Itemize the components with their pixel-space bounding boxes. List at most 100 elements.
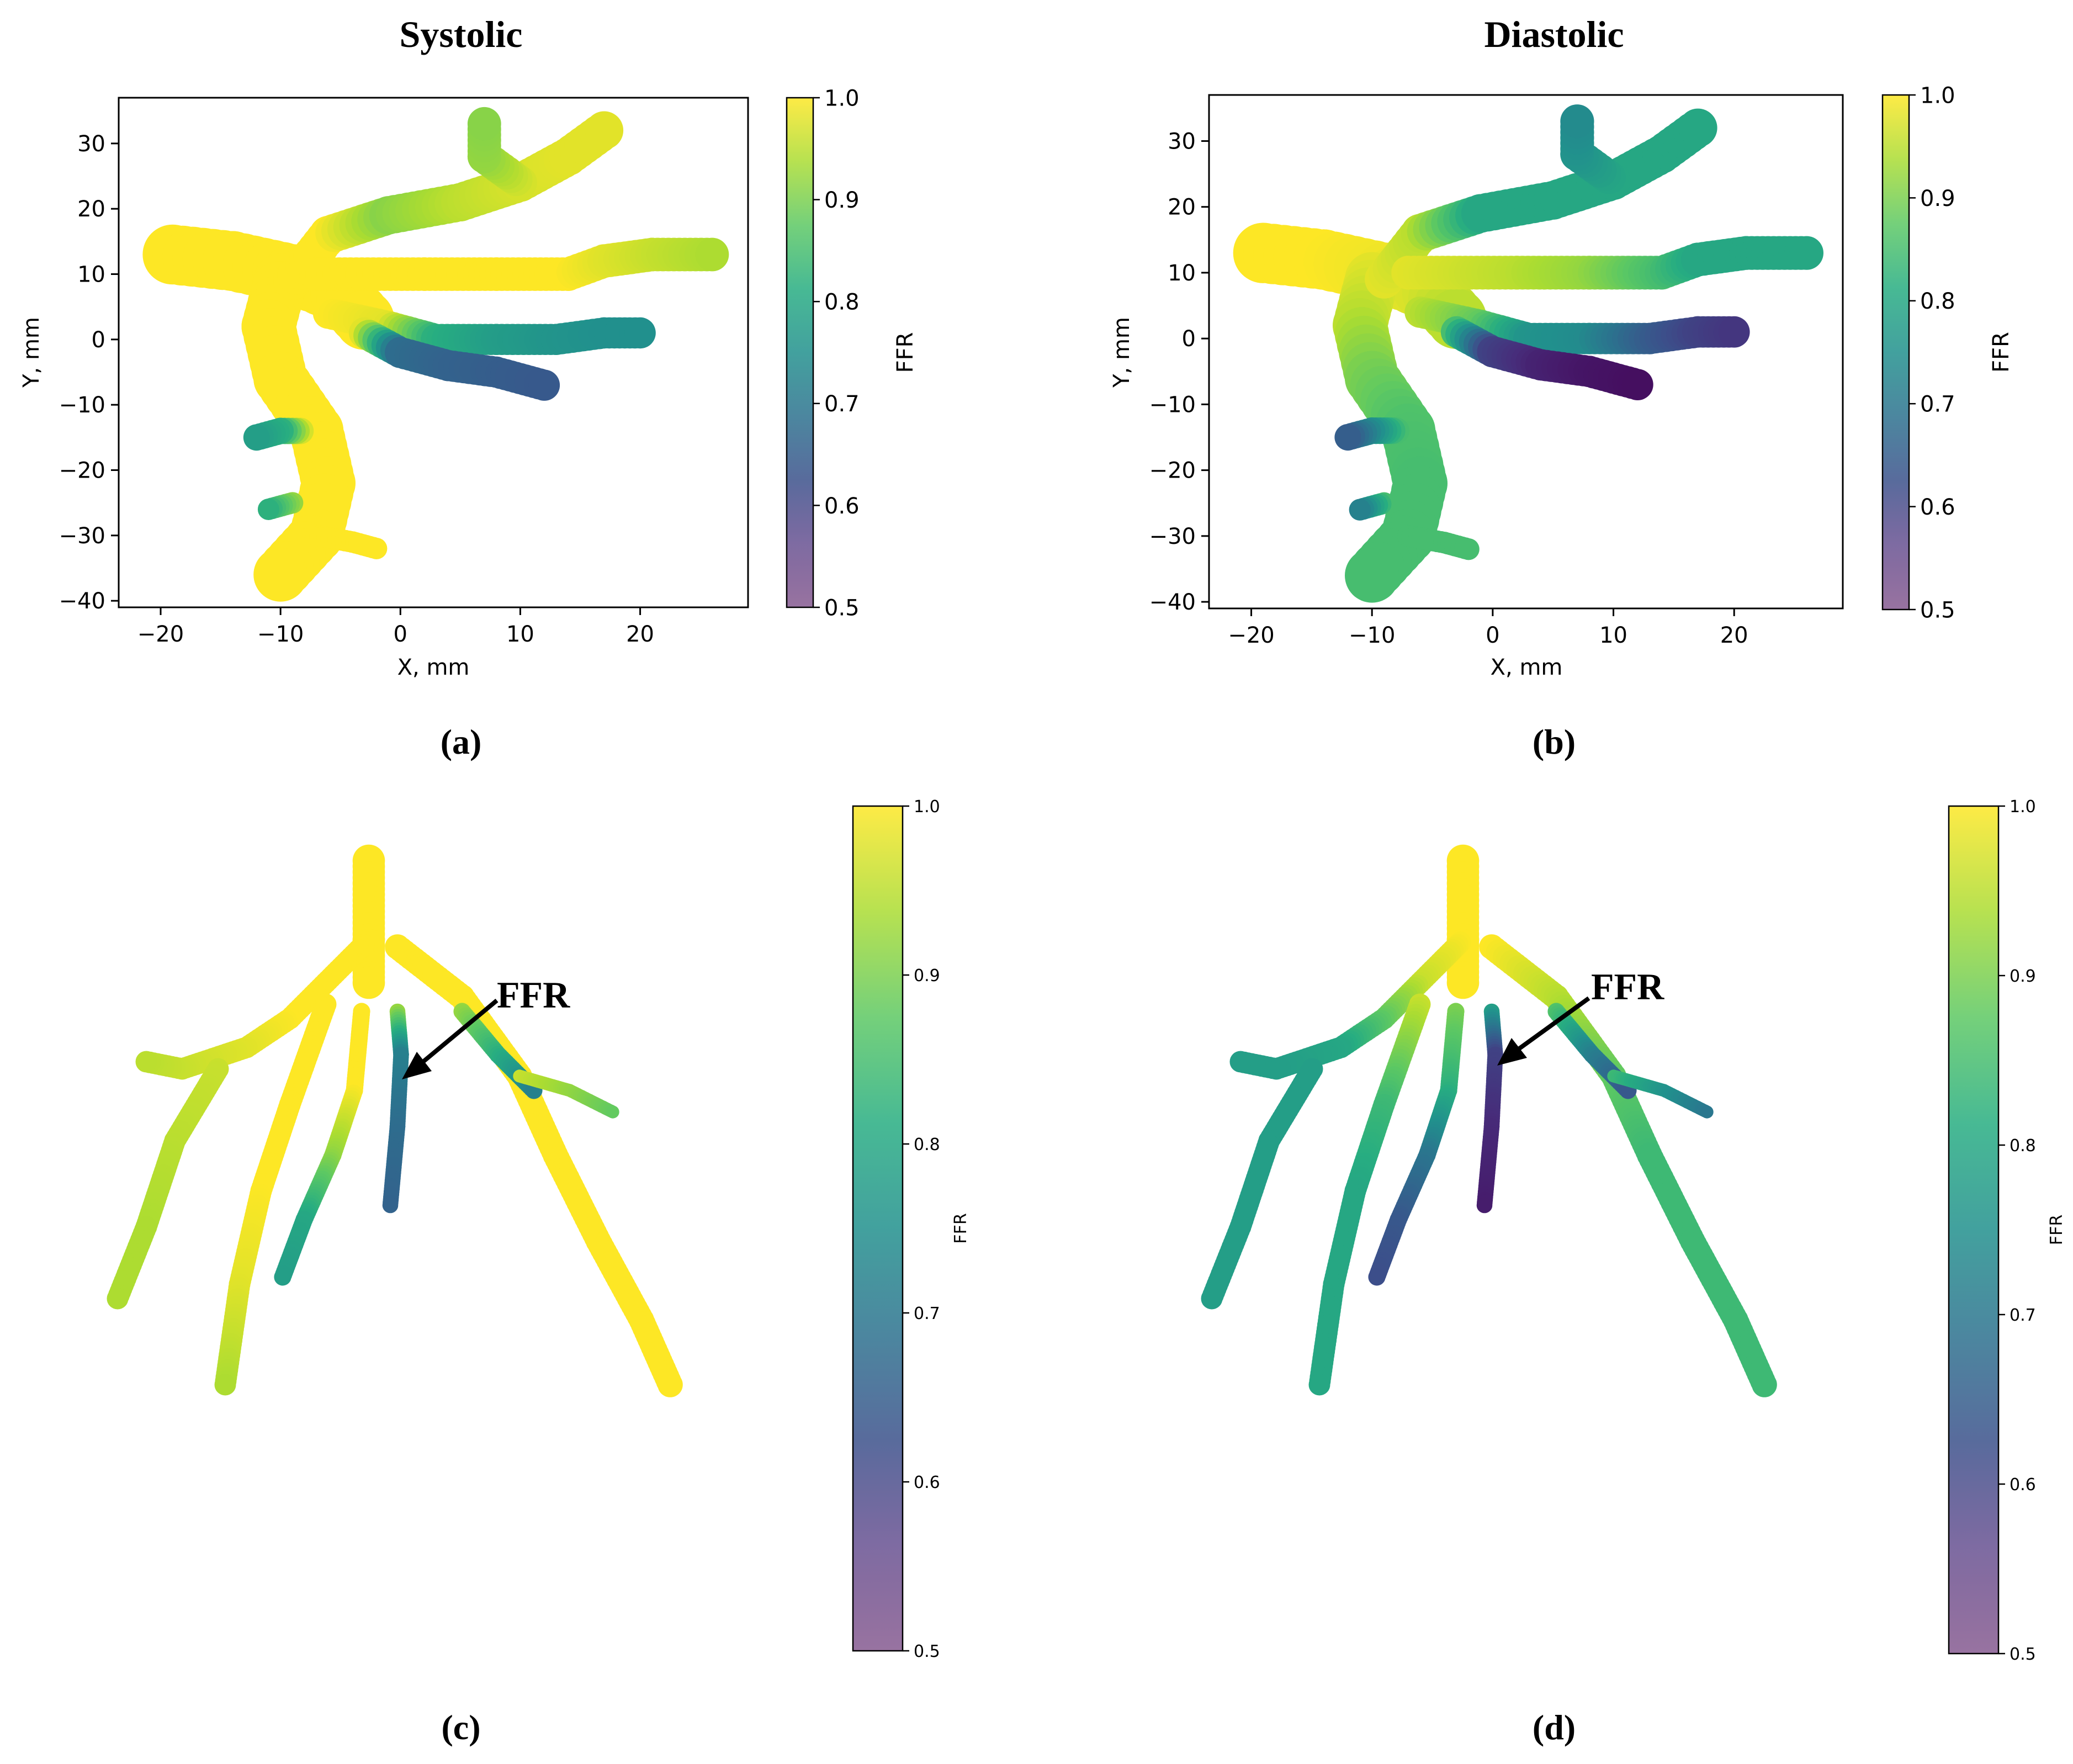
vessel-9-point (365, 538, 388, 559)
colorbar-tick-label: 0.6 (824, 494, 860, 519)
vessel-1-point (1229, 1051, 1252, 1073)
vessel-4-point (1789, 236, 1823, 270)
panel-b-scatter: −20 −10 0 10 20 30 20 10 0 −10 −20 −30 −40 X, mm Y, … (1109, 94, 1844, 680)
panel-b-ylabel: Y, mm (1109, 317, 1134, 388)
y-tick-label: −10 (1149, 392, 1196, 417)
y-tick-label: 30 (77, 131, 105, 157)
vessel-3-point (1560, 104, 1594, 139)
panel-c-annotation-label: FFR (497, 974, 570, 1016)
vessel-3-point (1308, 1374, 1330, 1396)
panel-d-scatter: FFR (1201, 844, 1777, 1397)
colorbar-tick-label: 0.8 (2010, 1136, 2036, 1156)
x-tick-label: 0 (1486, 623, 1499, 648)
colorbar-tick-label: 0.7 (824, 391, 860, 417)
vessel-6-point (528, 369, 560, 401)
panel-a-axes-frame (118, 97, 749, 608)
colorbar-tick-label: 0.6 (914, 1473, 940, 1492)
panel-a-ticks: −20 −10 0 10 20 30 20 10 0 −10 −20 −30 −40 (59, 131, 654, 647)
vessel-8-point (1349, 499, 1371, 521)
colorbar-tick-label: 0.6 (1920, 495, 1955, 520)
caption-d: (d) (1533, 1708, 1576, 1747)
colorbar-tick-label: 0.5 (2010, 1645, 2036, 1664)
colorbar-tick-label: 0.7 (1920, 392, 1955, 417)
x-tick-label: 20 (626, 622, 654, 647)
panel-a-xlabel: X, mm (397, 655, 470, 680)
colorbar-tick-label: 0.5 (1920, 597, 1955, 623)
vessel-0-point (352, 966, 385, 999)
vessel-2-point (107, 1288, 129, 1310)
panel-c-annotation-arrow (413, 998, 499, 1071)
colorbar-gradient (1948, 805, 2000, 1655)
y-tick-label: 0 (92, 327, 105, 353)
vessel-7-point (243, 424, 270, 451)
x-tick-label: −10 (1349, 623, 1395, 648)
colorbar-tick-label: 1.0 (1920, 83, 1955, 108)
vessel-2-point (1201, 1288, 1223, 1310)
colorbar-tick-label: 0.8 (1920, 289, 1955, 314)
caption-b: (b) (1533, 722, 1576, 761)
y-tick-label: −10 (59, 393, 105, 418)
vessel-2-point (585, 111, 624, 150)
colorbar-tick-label: 0.7 (2010, 1306, 2036, 1325)
colorbar-gradient (1881, 94, 1910, 611)
panel-b-xlabel: X, mm (1491, 655, 1563, 680)
x-tick-label: 10 (1599, 623, 1627, 648)
vessel-3-point (467, 107, 501, 141)
colorbar-tick-label: 0.5 (914, 1642, 940, 1661)
title-diastolic: Diastolic (1484, 13, 1624, 55)
colorbar-tick-label: 0.9 (2010, 967, 2036, 986)
colorbar-label: FFR (2047, 1215, 2066, 1245)
vessel-8-point (257, 499, 279, 520)
panel-a-vessels (142, 107, 729, 602)
vessel-5-point (1476, 1197, 1493, 1214)
panel-a-colorbar: 1.0 0.9 0.8 0.7 0.6 0.5 FFR (786, 86, 918, 621)
vessel-5-point (624, 317, 656, 349)
y-tick-label: 30 (1168, 129, 1196, 154)
vessel-9-point (1457, 538, 1480, 560)
panel-c-scatter: FFR (107, 844, 683, 1397)
y-tick-label: 10 (77, 262, 105, 288)
x-tick-label: −20 (137, 622, 184, 647)
panel-d-annotation-label: FFR (1591, 966, 1664, 1008)
colorbar-tick-label: 0.7 (914, 1304, 940, 1323)
vessel-1-point (1345, 548, 1399, 603)
vessel-5-point (382, 1197, 399, 1214)
panel-a-scatter: −20 −10 0 10 20 30 20 10 0 −10 −20 −30 −40 X, mm Y, … (19, 97, 749, 680)
vessel-4-point (274, 1268, 291, 1286)
vessel-2-point (1678, 108, 1717, 147)
vessel-5-point (1718, 316, 1750, 348)
vessel-8-point (606, 1105, 619, 1119)
colorbar-tick-label: 0.8 (914, 1135, 940, 1154)
x-tick-label: 20 (1720, 623, 1748, 648)
panel-c-annotation: FFR (402, 974, 570, 1079)
vessel-4-point (1368, 1268, 1386, 1286)
colorbar-gradient (852, 805, 904, 1652)
colorbar-tick-label: 1.0 (2010, 797, 2036, 817)
panel-a-ylabel: Y, mm (19, 317, 44, 388)
vessel-3-point (214, 1374, 236, 1396)
x-tick-label: −20 (1228, 623, 1274, 648)
panel-c-colorbar: 1.0 0.9 0.8 0.7 0.6 0.5 FFR (852, 797, 971, 1661)
y-tick-label: −40 (59, 589, 105, 614)
panel-c-vessels (107, 844, 683, 1397)
caption-a: (a) (441, 722, 482, 761)
y-tick-label: −40 (1149, 590, 1196, 615)
panel-d-annotation-arrow (1509, 996, 1590, 1057)
vessel-7-point (1334, 423, 1361, 451)
y-tick-label: −30 (59, 523, 105, 549)
caption-c: (c) (441, 1708, 480, 1747)
vessel-4-point (695, 237, 729, 272)
y-tick-label: −20 (1149, 458, 1196, 484)
panel-d-colorbar: 1.0 0.9 0.8 0.7 0.6 0.5 FFR (1948, 797, 2066, 1664)
vessel-1-point (253, 547, 307, 602)
y-tick-label: 10 (1168, 261, 1196, 286)
colorbar-label: FFR (951, 1213, 971, 1243)
vessel-6-point (1752, 1372, 1777, 1397)
x-tick-label: 0 (394, 622, 407, 647)
colorbar-tick-label: 0.8 (824, 290, 860, 315)
y-tick-label: 20 (77, 197, 105, 222)
vessel-6-point (658, 1372, 683, 1397)
panel-d-arrowhead-icon (1497, 1038, 1527, 1066)
colorbar-tick-label: 0.9 (1920, 186, 1955, 211)
colorbar-tick-label: 0.9 (824, 188, 860, 213)
